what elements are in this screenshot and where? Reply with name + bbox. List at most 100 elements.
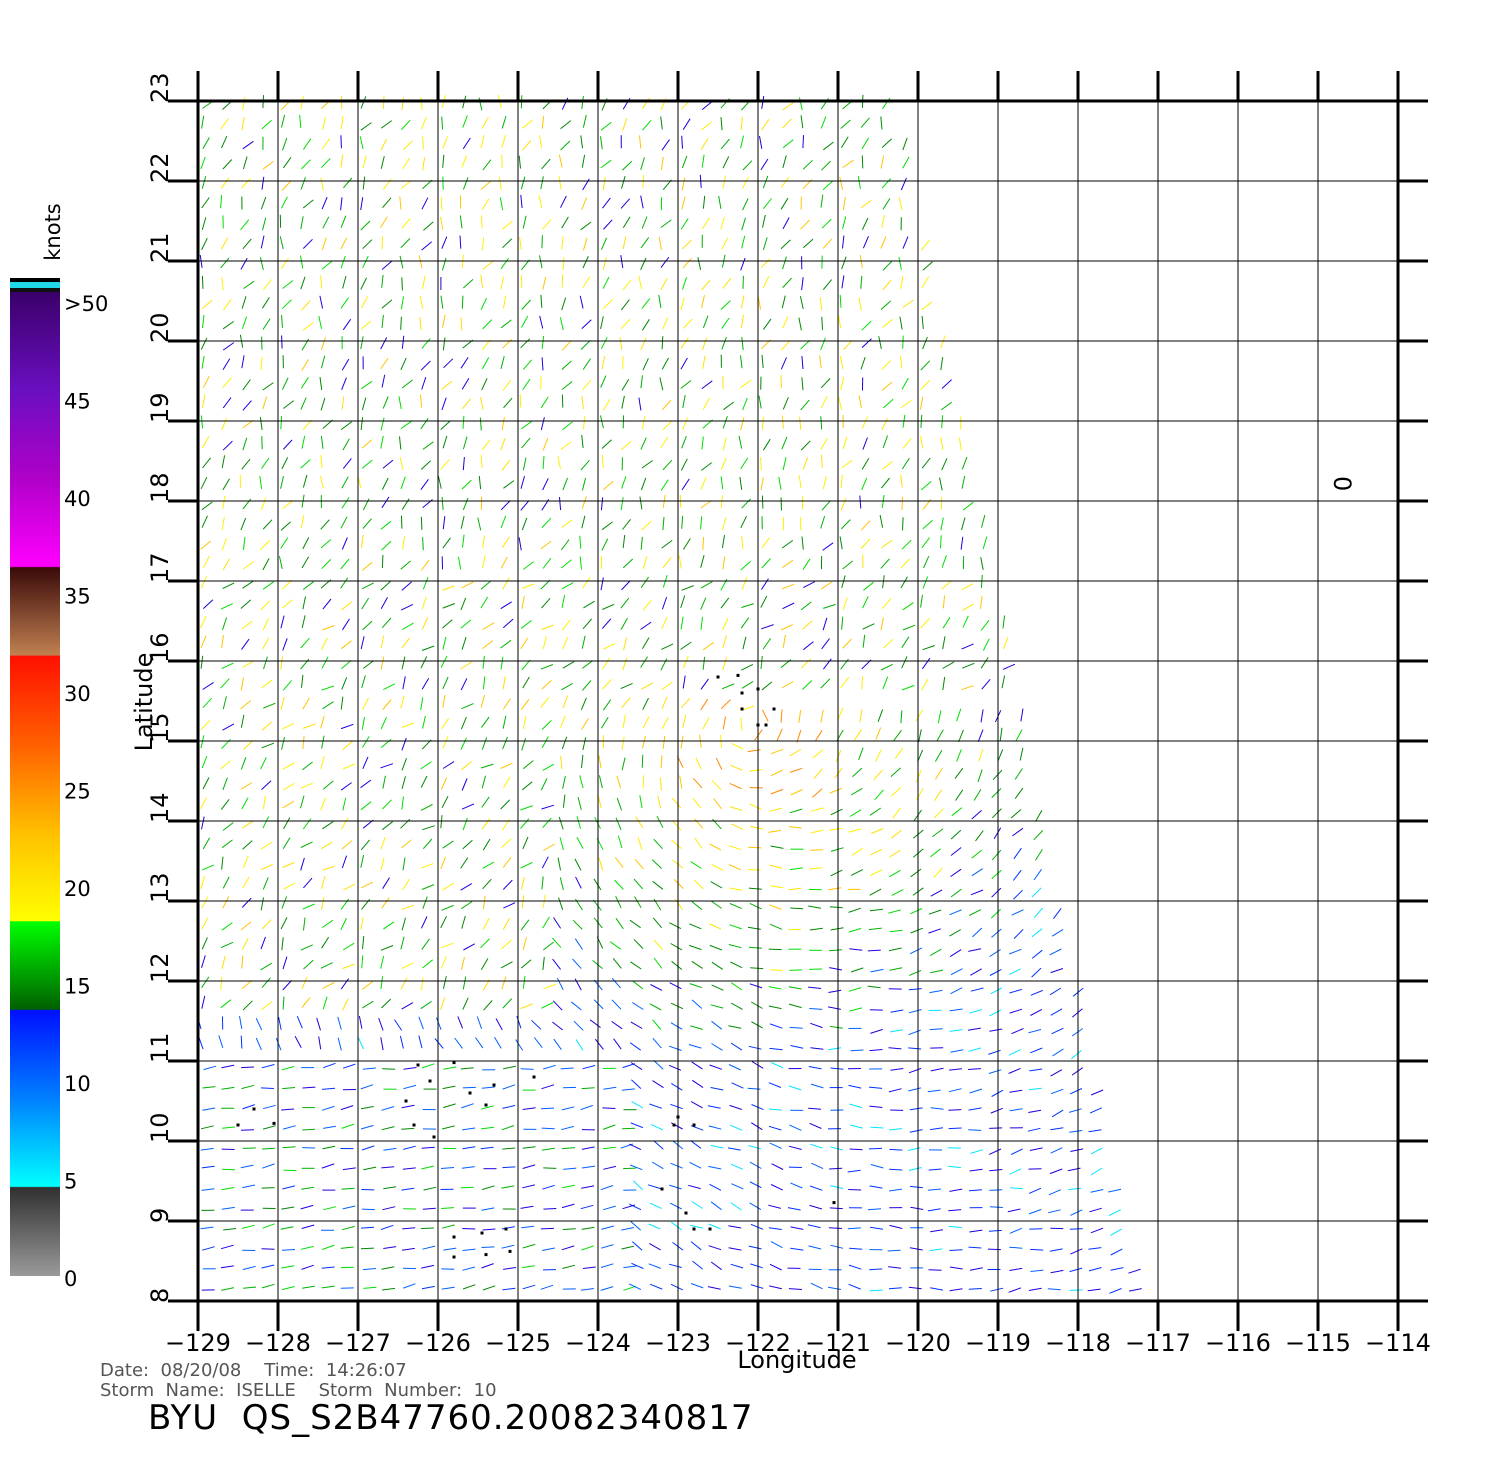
wind-vector bbox=[700, 500, 712, 509]
wind-vector bbox=[501, 939, 512, 950]
wind-vector bbox=[860, 520, 871, 531]
lat-tick-label: 20 bbox=[146, 312, 174, 343]
wind-vector bbox=[321, 897, 325, 910]
wind-vector bbox=[1002, 663, 1016, 670]
wind-vector bbox=[560, 195, 567, 208]
wind-vector bbox=[782, 277, 792, 288]
wind-vector bbox=[243, 1286, 257, 1289]
wind-vector bbox=[321, 735, 325, 749]
wind-vector bbox=[1013, 847, 1022, 860]
wind-vector bbox=[340, 640, 352, 650]
wind-vector bbox=[442, 882, 454, 891]
wind-vector bbox=[461, 778, 468, 791]
wind-vector bbox=[462, 1228, 476, 1230]
wind-vector bbox=[539, 255, 543, 269]
wind-vector bbox=[941, 458, 948, 471]
wind-vector bbox=[320, 841, 333, 850]
wind-vector bbox=[762, 214, 766, 228]
wind-vector bbox=[634, 858, 644, 870]
wind-vector bbox=[741, 663, 754, 671]
wind-vector bbox=[689, 923, 702, 930]
wind-vector bbox=[900, 576, 908, 589]
wind-vector bbox=[961, 583, 974, 591]
wind-vector bbox=[222, 358, 231, 370]
wind-vector bbox=[640, 437, 647, 450]
wind-vector bbox=[810, 1047, 824, 1050]
wind-vector bbox=[440, 718, 450, 730]
wind-vector bbox=[780, 197, 789, 210]
wind-vector bbox=[1009, 1108, 1023, 1112]
wind-vector bbox=[622, 534, 626, 548]
wind-vector bbox=[381, 1106, 395, 1111]
wind-vector bbox=[870, 1226, 884, 1230]
wind-vector bbox=[1070, 1248, 1083, 1255]
wind-vector bbox=[1069, 1289, 1083, 1291]
wind-vector bbox=[680, 697, 691, 709]
rain-flag-dot bbox=[432, 1135, 436, 1139]
wind-vector bbox=[869, 1185, 883, 1189]
wind-vector bbox=[300, 637, 310, 649]
wind-vector bbox=[890, 787, 902, 797]
wind-vector bbox=[720, 457, 727, 470]
lon-tick-label: −120 bbox=[885, 1329, 951, 1357]
wind-vector bbox=[202, 599, 214, 609]
wind-vector bbox=[950, 987, 963, 995]
wind-vector bbox=[968, 1288, 982, 1290]
wind-vector bbox=[520, 1003, 533, 1010]
wind-vector bbox=[242, 238, 252, 250]
wind-vector bbox=[421, 1146, 435, 1149]
wind-vector bbox=[640, 375, 643, 389]
wind-vector bbox=[761, 709, 769, 722]
wind-vector bbox=[681, 177, 686, 191]
wind-vector bbox=[301, 976, 308, 989]
wind-vector bbox=[622, 279, 632, 291]
wind-vector bbox=[275, 1037, 282, 1051]
wind-vector bbox=[301, 997, 311, 1008]
wind-vector bbox=[401, 379, 413, 389]
wind-vector bbox=[502, 238, 513, 249]
wind-vector bbox=[621, 697, 631, 709]
wind-vector bbox=[861, 676, 864, 690]
wind-vector bbox=[841, 575, 846, 589]
wind-vector bbox=[1028, 1087, 1042, 1091]
wind-vector bbox=[360, 1106, 374, 1110]
wind-vector bbox=[400, 936, 405, 950]
wind-vector bbox=[281, 114, 286, 128]
wind-vector bbox=[502, 856, 512, 868]
wind-vector bbox=[702, 355, 706, 369]
wind-vector bbox=[614, 857, 624, 868]
wind-vector bbox=[861, 217, 869, 231]
wind-vector bbox=[881, 539, 893, 549]
wind-vector bbox=[681, 239, 693, 250]
wind-vector bbox=[602, 618, 612, 629]
wind-vector bbox=[870, 1028, 883, 1034]
wind-vector bbox=[1009, 1246, 1023, 1249]
wind-vector bbox=[402, 536, 405, 550]
wind-vector bbox=[1071, 1067, 1083, 1076]
wind-vector bbox=[968, 1047, 982, 1052]
wind-vector bbox=[868, 1147, 883, 1150]
wind-vector bbox=[441, 795, 449, 809]
wind-vector bbox=[362, 660, 375, 669]
wind-vector bbox=[322, 982, 335, 990]
wind-vector bbox=[558, 897, 564, 910]
wind-vector bbox=[581, 395, 584, 409]
wind-vector bbox=[990, 987, 1003, 995]
wind-vector bbox=[261, 721, 273, 731]
wind-vector bbox=[320, 539, 332, 549]
wind-vector bbox=[580, 697, 587, 710]
y-axis-title: Latitude bbox=[130, 653, 158, 752]
wind-vector bbox=[909, 1247, 923, 1251]
wind-vector bbox=[201, 937, 208, 950]
wind-vector bbox=[740, 617, 750, 629]
colorbar-top-cap-dark bbox=[10, 288, 60, 292]
wind-vector bbox=[940, 436, 944, 450]
wind-vector bbox=[621, 160, 633, 171]
wind-vector bbox=[1088, 1129, 1102, 1133]
wind-vector bbox=[969, 1267, 983, 1271]
colorbar-title: knots bbox=[41, 203, 65, 261]
wind-vector bbox=[400, 695, 405, 709]
wind-vector bbox=[801, 377, 804, 391]
wind-vector bbox=[420, 97, 423, 111]
wind-vector bbox=[503, 776, 511, 789]
